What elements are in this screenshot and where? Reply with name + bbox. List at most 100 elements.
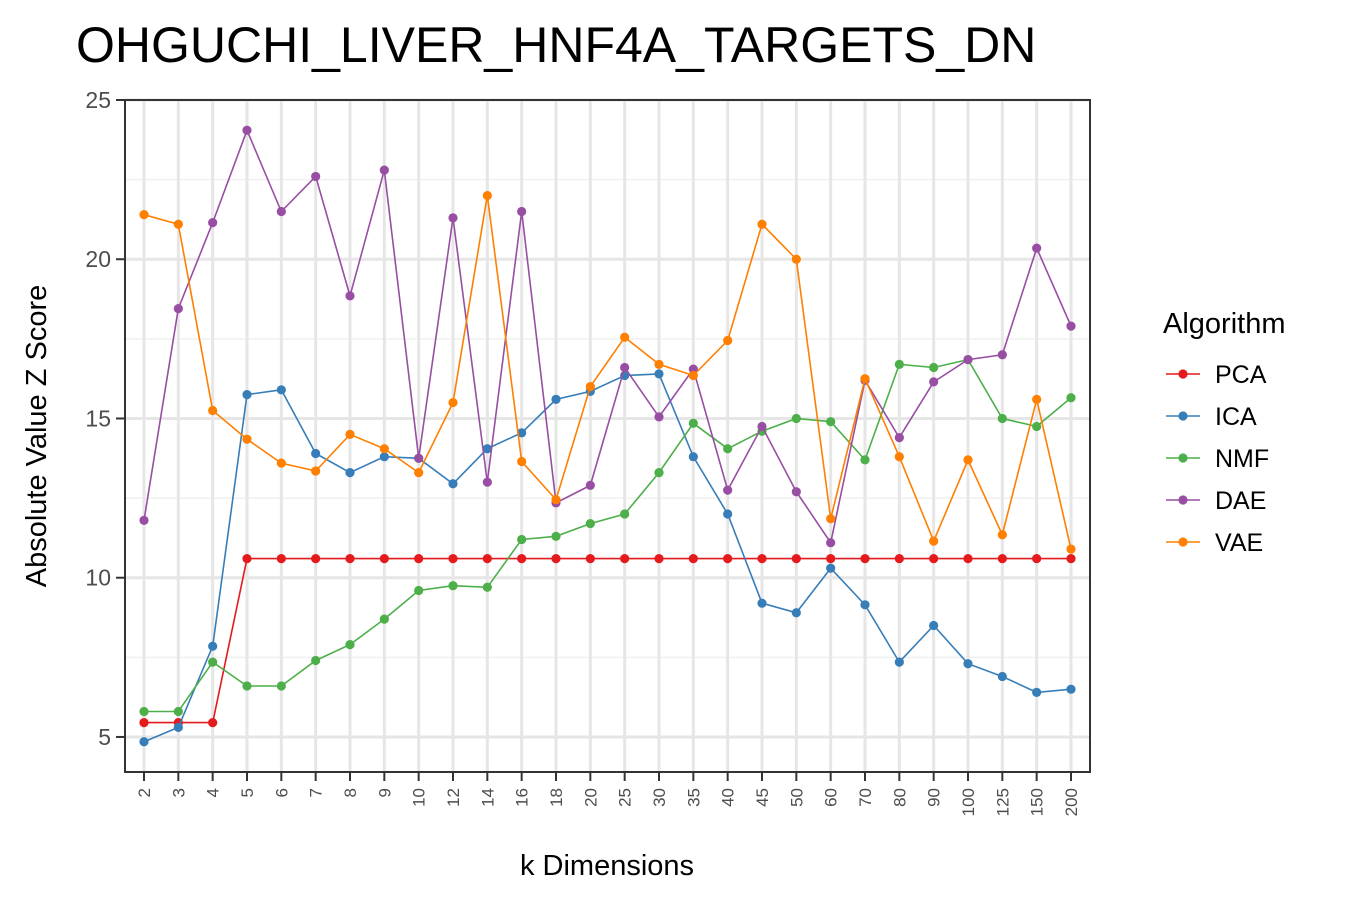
data-point-vae (894, 452, 904, 462)
data-point-nmf (1066, 393, 1076, 403)
data-point-pca (551, 554, 561, 564)
data-point-pca (826, 554, 836, 564)
x-tick-label: 25 (616, 788, 635, 807)
data-point-nmf (929, 362, 939, 373)
data-point-dae (208, 218, 218, 228)
data-point-pca (894, 554, 904, 564)
data-point-pca (791, 554, 801, 564)
data-point-pca (688, 554, 698, 564)
data-point-ica (654, 369, 664, 379)
data-point-vae (585, 382, 595, 392)
legend-key-point-pca (1178, 369, 1188, 379)
data-point-pca (860, 554, 870, 564)
series-line-ica (143, 373, 1072, 743)
series-ica (139, 369, 1076, 747)
x-tick-label: 16 (513, 788, 532, 807)
data-point-nmf (379, 614, 389, 624)
data-point-dae (242, 125, 252, 135)
data-point-ica (791, 608, 801, 618)
data-point-pca (242, 554, 252, 564)
data-point-ica (276, 385, 286, 395)
x-tick-label: 5 (238, 788, 257, 797)
data-point-nmf (585, 518, 595, 529)
data-point-pca (139, 718, 149, 728)
series-vae (139, 190, 1076, 554)
data-point-nmf (208, 657, 218, 667)
x-tick-label: 20 (581, 788, 600, 807)
x-tick-label: 18 (547, 788, 566, 807)
legend-key-point-vae (1178, 537, 1188, 547)
legend-label-nmf: NMF (1215, 445, 1269, 473)
data-point-ica (860, 600, 870, 610)
x-axis-title: k Dimensions (520, 850, 694, 882)
data-point-nmf (414, 585, 424, 596)
data-point-ica (997, 671, 1007, 682)
data-point-vae (242, 434, 252, 444)
x-tick-label: 35 (684, 788, 703, 807)
data-point-dae (482, 477, 492, 487)
data-point-vae (311, 466, 321, 476)
y-tick-label: 15 (85, 405, 111, 431)
x-tick-label: 8 (341, 788, 360, 797)
data-point-dae (963, 354, 973, 365)
x-tick-label: 50 (787, 788, 806, 807)
data-point-ica (173, 722, 183, 733)
legend-label-ica: ICA (1215, 403, 1257, 431)
data-point-ica (311, 448, 321, 459)
data-point-nmf (654, 468, 664, 478)
data-point-ica (963, 659, 973, 669)
legend-key-point-nmf (1178, 453, 1188, 463)
x-tick-label: 200 (1062, 788, 1081, 816)
data-point-vae (963, 455, 973, 465)
y-tick-label: 5 (98, 724, 111, 750)
plot-panel-border (124, 99, 1091, 773)
x-tick-label: 90 (925, 788, 944, 807)
data-point-nmf (276, 681, 286, 691)
data-point-pca (1066, 554, 1076, 564)
data-point-vae (860, 374, 870, 384)
data-point-vae (345, 429, 355, 440)
data-point-vae (1066, 544, 1076, 554)
data-point-vae (173, 219, 183, 229)
data-point-vae (688, 370, 698, 381)
data-point-nmf (723, 444, 733, 454)
x-tick-label: 3 (169, 788, 188, 797)
data-point-ica (1032, 687, 1042, 697)
series-line-pca (144, 557, 1071, 724)
series-layer (139, 125, 1076, 747)
data-point-nmf (688, 418, 698, 428)
data-point-ica (551, 394, 561, 404)
data-point-pca (208, 718, 218, 728)
data-point-vae (551, 495, 561, 505)
data-point-ica (139, 737, 149, 747)
data-point-vae (139, 210, 149, 220)
data-point-pca (276, 554, 286, 564)
data-point-vae (517, 456, 527, 467)
data-point-vae (654, 359, 664, 369)
data-point-nmf (551, 531, 561, 541)
series-line-nmf (144, 358, 1072, 713)
legend-label-pca: PCA (1215, 361, 1267, 389)
data-point-dae (997, 350, 1007, 360)
data-point-vae (723, 335, 733, 346)
chart-title: OHGUCHI_LIVER_HNF4A_TARGETS_DN (76, 17, 1036, 73)
data-point-pca (963, 554, 973, 564)
data-point-dae (620, 362, 630, 373)
data-point-nmf (517, 534, 527, 545)
data-point-dae (757, 421, 767, 432)
data-point-dae (173, 304, 183, 314)
data-point-pca (585, 554, 595, 564)
data-point-pca (723, 554, 733, 564)
data-point-pca (997, 554, 1007, 564)
data-point-vae (929, 536, 939, 546)
data-point-pca (620, 554, 630, 564)
data-point-nmf (894, 359, 904, 369)
data-point-pca (517, 554, 527, 564)
data-point-pca (311, 554, 321, 564)
x-tick-label: 6 (272, 788, 291, 797)
data-point-pca (1032, 554, 1042, 564)
data-point-ica (894, 657, 904, 667)
data-point-ica (757, 598, 767, 608)
x-tick-label: 7 (307, 788, 326, 797)
